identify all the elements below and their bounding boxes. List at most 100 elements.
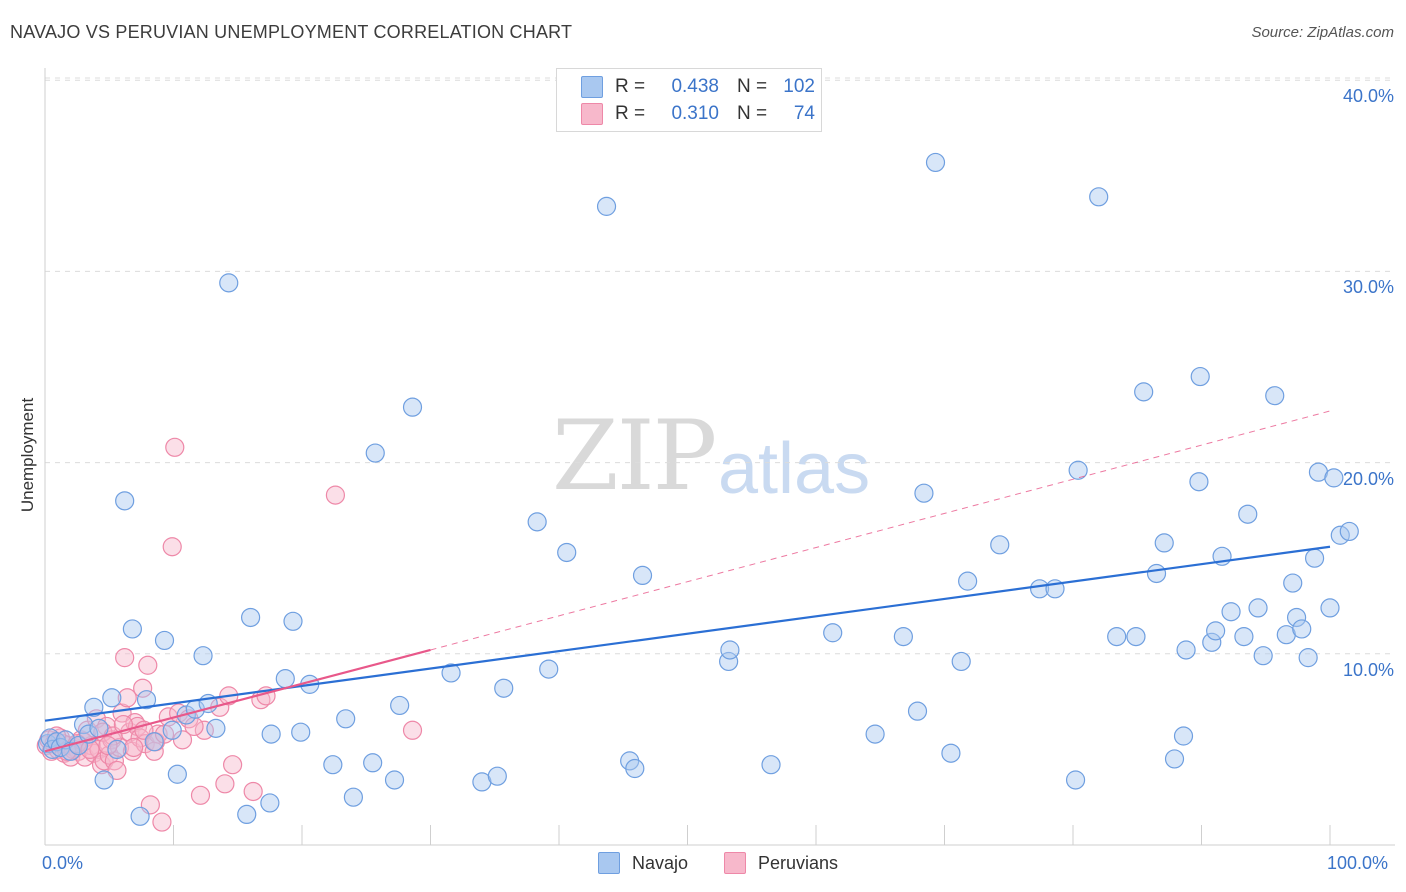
navajo-legend-icon [598,852,620,874]
peruvians-trend-extension [430,410,1331,651]
peruvians-point-19 [94,751,114,771]
navajo-point-42 [384,770,405,790]
navajo-point-73 [1089,187,1109,207]
navajo-point-71 [1065,770,1086,790]
navajo-point-31 [260,793,280,813]
navajo-point-88 [1234,626,1254,647]
navajo-point-80 [1173,726,1194,746]
navajo-point-38 [336,709,356,729]
navajo-point-101 [1324,468,1344,488]
navajo-point-45 [441,663,461,683]
navajo-point-96 [1292,619,1312,639]
y-tick-label-30: 30.0% [1342,277,1394,297]
peruvians-legend-icon [724,852,746,874]
legend-item-navajo: Navajo [598,852,688,874]
navajo-point-84 [1202,632,1222,652]
peruvians-r-label: R = [615,103,646,124]
trend-lines [44,410,1331,753]
navajo-point-89 [1238,504,1258,524]
watermark-atlas: atlas [718,429,871,509]
navajo-legend-label: Navajo [632,852,689,873]
navajo-point-66 [951,651,971,672]
source-credit: Source: ZipAtlas.com [1251,24,1394,41]
peruvians-point-42 [162,537,182,557]
peruvians-points [36,437,423,832]
gridlines [45,77,1395,655]
navajo-n-label: N = [737,76,768,97]
stats-legend: R = 0.438 N = 102 R = 0.310 N = 74 [556,68,822,132]
navajo-point-64 [925,152,946,173]
navajo-point-48 [494,678,514,698]
navajo-point-55 [632,565,653,586]
navajo-point-58 [761,755,781,775]
peruvians-point-36 [138,655,158,675]
navajo-point-65 [941,743,961,763]
navajo-point-72 [1068,460,1088,480]
navajo-point-33 [275,669,295,689]
y-tick-label-10: 10.0% [1342,660,1394,680]
navajo-point-54 [625,758,645,779]
navajo-point-57 [720,640,740,660]
peruvians-point-43 [165,437,185,457]
navajo-point-25 [193,646,213,666]
peruvians-point-67 [172,730,193,750]
navajo-swatch-icon [581,76,603,98]
peruvians-point-34 [133,678,153,698]
navajo-point-62 [907,701,928,721]
navajo-point-87 [1221,602,1241,622]
navajo-point-10 [84,697,104,717]
navajo-point-78 [1154,533,1174,553]
peruvians-trend-line [44,648,431,753]
navajo-point-83 [1190,366,1210,387]
navajo-point-95 [1286,607,1307,628]
navajo-point-92 [1265,386,1285,406]
navajo-point-47 [487,766,507,786]
peruvians-point-40 [152,812,172,832]
navajo-point-79 [1164,749,1185,769]
peruvians-r-value: 0.310 [671,103,719,124]
navajo-point-61 [893,626,913,647]
navajo-point-39 [343,787,363,807]
navajo-point-40 [363,753,383,773]
peruvians-swatch-icon [581,103,603,125]
x-tick-label-100: 100.0% [1327,853,1389,873]
navajo-point-59 [823,623,843,643]
navajo-point-52 [596,196,617,216]
navajo-r-label: R = [615,76,646,97]
navajo-point-17 [130,806,150,826]
navajo-point-16 [122,619,142,639]
navajo-point-90 [1248,598,1268,618]
navajo-point-51 [557,542,577,563]
navajo-point-27 [206,718,226,738]
navajo-point-18 [136,690,157,710]
peruvians-point-21 [99,745,119,765]
navajo-point-43 [390,695,410,716]
navajo-point-67 [958,571,978,591]
navajo-point-81 [1176,640,1196,660]
navajo-point-76 [1134,382,1154,402]
peruvians-point-56 [402,720,423,740]
navajo-point-103 [1339,521,1359,542]
navajo-point-28 [219,273,239,293]
y-axis-label: Unemployment [18,397,37,513]
peruvians-point-27 [115,648,135,668]
navajo-point-19 [144,732,164,752]
peruvians-n-value: 74 [793,103,815,124]
navajo-point-63 [914,483,934,503]
navajo-point-12 [94,770,114,790]
chart-title: NAVAJO VS PERUVIAN UNEMPLOYMENT CORRELAT… [10,22,573,42]
navajo-r-value: 0.438 [671,76,719,97]
navajo-point-41 [365,443,385,463]
navajo-point-94 [1283,573,1303,593]
series-legend: Navajo Peruvians [0,852,1406,878]
y-tick-label-40: 40.0% [1342,86,1394,106]
peruvians-point-28 [117,688,137,708]
watermark-zip: ZIP [552,400,717,512]
legend-row-navajo: R = 0.438 N = 102 [581,75,815,99]
peruvians-point-49 [215,774,235,794]
navajo-point-30 [241,607,261,628]
peruvians-point-52 [243,781,263,802]
navajo-point-15 [115,491,135,511]
navajo-point-98 [1304,548,1325,568]
